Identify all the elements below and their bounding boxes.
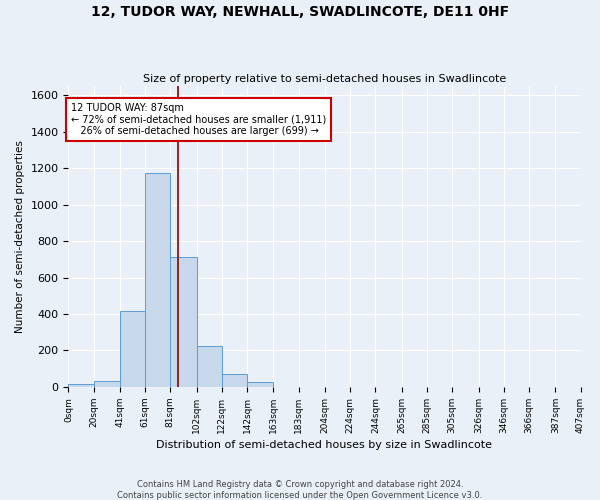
Bar [170,256,197,387]
Text: 12 TUDOR WAY: 87sqm
← 72% of semi-detached houses are smaller (1,911)
   26% of : 12 TUDOR WAY: 87sqm ← 72% of semi-detach… [71,102,326,136]
Y-axis label: Number of semi-detached properties: Number of semi-detached properties [15,140,25,333]
Text: 12, TUDOR WAY, NEWHALL, SWADLINCOTE, DE11 0HF: 12, TUDOR WAY, NEWHALL, SWADLINCOTE, DE1… [91,5,509,19]
Bar [145,173,170,387]
X-axis label: Distribution of semi-detached houses by size in Swadlincote: Distribution of semi-detached houses by … [157,440,493,450]
Bar [120,312,145,387]
Text: Contains HM Land Registry data © Crown copyright and database right 2024.
Contai: Contains HM Land Registry data © Crown c… [118,480,482,500]
Title: Size of property relative to semi-detached houses in Swadlincote: Size of property relative to semi-detach… [143,74,506,84]
Bar [222,374,247,387]
Bar [68,384,94,387]
Bar [247,382,274,387]
Bar [94,380,120,387]
Bar [197,346,222,387]
